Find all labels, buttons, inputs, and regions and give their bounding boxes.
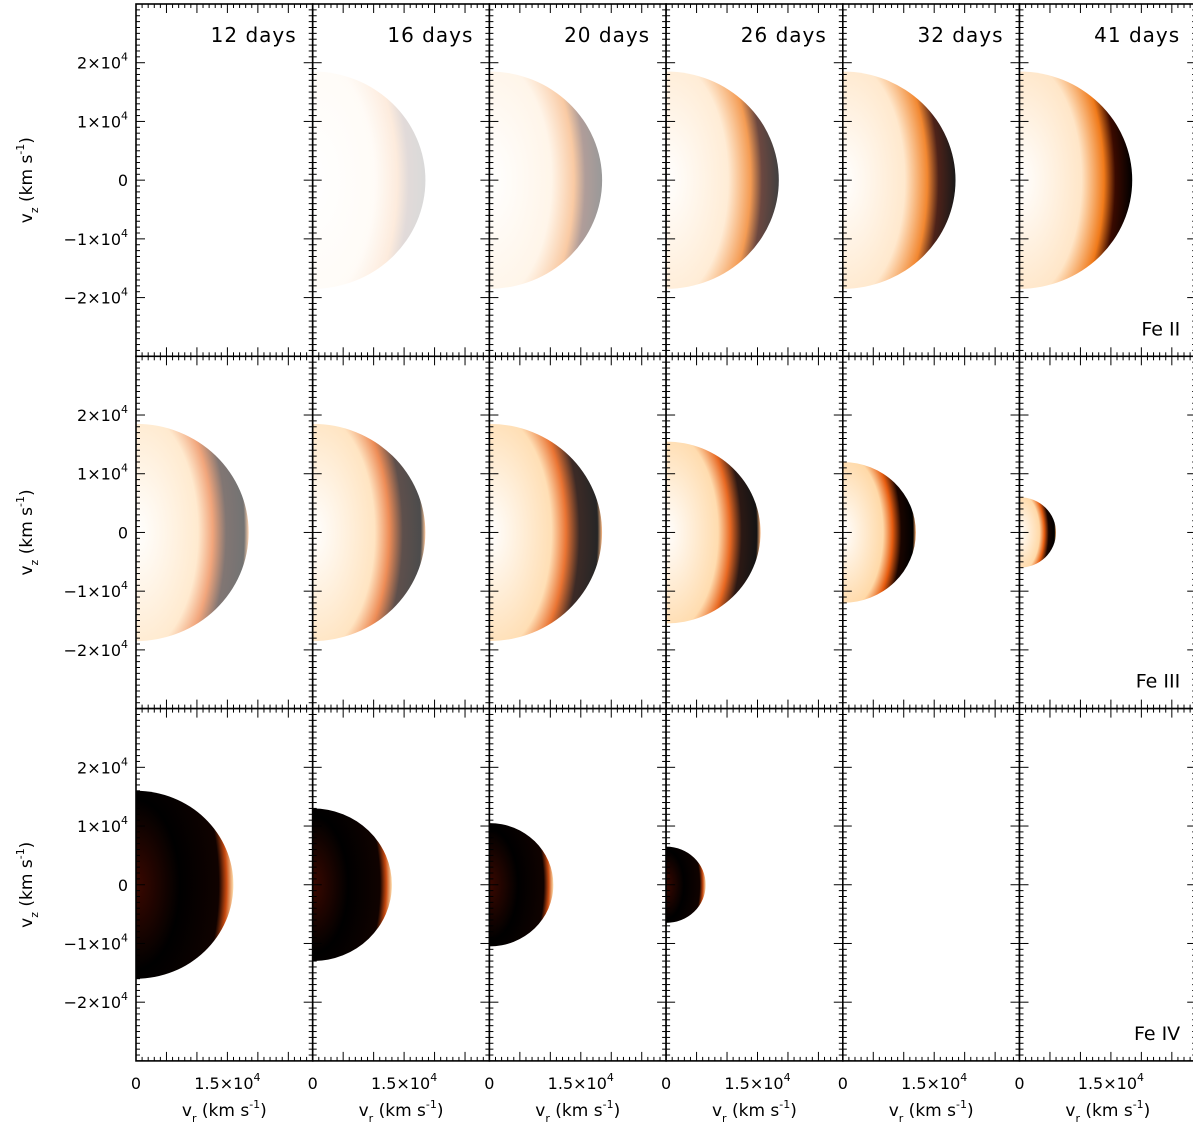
- emission-region: [842, 461, 916, 603]
- y-tick-label: 1×104: [77, 462, 128, 484]
- ion-label: Fe IV: [1134, 1023, 1180, 1045]
- panel-fe-ii-16-days: [311, 3, 491, 358]
- panel-fe-iv-26-days: [665, 707, 844, 1062]
- ion-label: Fe III: [1136, 671, 1180, 693]
- panel-title: 26 days: [741, 23, 827, 47]
- emission-region: [666, 71, 779, 289]
- x-axis-label: vr (km s-1): [182, 1098, 267, 1125]
- panel-fe-iii-32-days: [841, 355, 1021, 710]
- x-tick-label: 0: [484, 1074, 494, 1093]
- y-tick-label: 1×104: [77, 109, 128, 131]
- x-tick-label: 1.5×104: [1078, 1071, 1144, 1093]
- panel-fe-iii-26-days: [665, 355, 844, 710]
- x-tick-label: 1.5×104: [724, 1071, 790, 1093]
- panel-fe-ii-41-days: [1018, 3, 1193, 358]
- emission-region: [312, 71, 426, 289]
- panel-title: 32 days: [917, 23, 1003, 47]
- y-tick-label: −2×104: [64, 638, 128, 660]
- emission-region: [136, 790, 234, 979]
- y-tick-label: −2×104: [64, 990, 128, 1012]
- x-tick-label: 1.5×104: [901, 1071, 967, 1093]
- panel-title: 41 days: [1094, 23, 1180, 47]
- x-tick-label: 0: [1014, 1074, 1024, 1093]
- emission-region: [666, 846, 706, 923]
- y-tick-label: −1×104: [64, 579, 128, 601]
- x-tick-label: 0: [131, 1074, 141, 1093]
- y-tick-label: 1×104: [77, 814, 128, 836]
- panel-fe-ii-26-days: [665, 3, 844, 358]
- panel-title: 20 days: [564, 23, 650, 47]
- x-axis-label: vr (km s-1): [359, 1098, 444, 1125]
- x-tick-label: 1.5×104: [548, 1071, 614, 1093]
- panel-fe-iii-20-days: [488, 355, 667, 710]
- x-axis-label: vr (km s-1): [535, 1098, 620, 1125]
- x-tick-label: 0: [838, 1074, 848, 1093]
- y-tick-label: 0: [118, 876, 128, 895]
- panel-title: 12 days: [211, 23, 297, 47]
- panel-fe-iv-20-days: [488, 707, 667, 1062]
- x-tick-label: 0: [661, 1074, 671, 1093]
- panel-fe-iv-16-days: [311, 707, 491, 1062]
- emission-region: [666, 441, 761, 624]
- panel-grid: [135, 3, 1193, 1062]
- y-tick-label: −2×104: [64, 286, 128, 308]
- panel-fe-ii-20-days: [488, 3, 667, 358]
- panel-fe-ii-32-days: [841, 3, 1021, 358]
- x-axis-label: vr (km s-1): [889, 1098, 974, 1125]
- y-tick-label: −1×104: [64, 227, 128, 249]
- panel-fe-iii-16-days: [311, 355, 491, 710]
- emission-region: [489, 71, 603, 289]
- panel-fe-iv-32-days: [841, 707, 1021, 1062]
- emission-region: [312, 808, 392, 962]
- y-tick-label: 2×104: [77, 403, 128, 425]
- emission-region: [312, 423, 426, 642]
- x-tick-label: 1.5×104: [371, 1071, 437, 1093]
- panel-fe-iii-41-days: [1018, 355, 1193, 710]
- y-axis-label: vz (km s-1): [14, 842, 41, 928]
- panel-fe-iv-12-days: [135, 707, 314, 1062]
- y-axis-label: vz (km s-1): [14, 137, 41, 223]
- panel-fe-iv-41-days: [1018, 707, 1193, 1062]
- axis-labels: 12 days 16 days 20 days 26 days 32 days 41 da…: [14, 23, 1180, 1125]
- emission-region: [489, 423, 603, 642]
- panel-title: 16 days: [387, 23, 473, 47]
- emission-region: [489, 823, 554, 947]
- x-axis-label: vr (km s-1): [712, 1098, 797, 1125]
- y-tick-label: 2×104: [77, 51, 128, 73]
- y-tick-label: 0: [118, 171, 128, 190]
- y-axis-label: vz (km s-1): [14, 489, 41, 575]
- ion-label: Fe II: [1141, 318, 1180, 340]
- x-tick-label: 1.5×104: [194, 1071, 260, 1093]
- y-tick-label: 2×104: [77, 755, 128, 777]
- emission-region: [136, 423, 249, 642]
- panel-fe-iii-12-days: [135, 355, 314, 710]
- panel-fe-ii-12-days: [135, 3, 314, 358]
- y-tick-label: −1×104: [64, 931, 128, 953]
- emission-region: [1019, 71, 1133, 289]
- emission-region: [842, 71, 956, 289]
- x-tick-label: 0: [308, 1074, 318, 1093]
- x-axis-label: vr (km s-1): [1065, 1098, 1150, 1125]
- y-tick-label: 0: [118, 523, 128, 542]
- emission-region: [1019, 497, 1057, 568]
